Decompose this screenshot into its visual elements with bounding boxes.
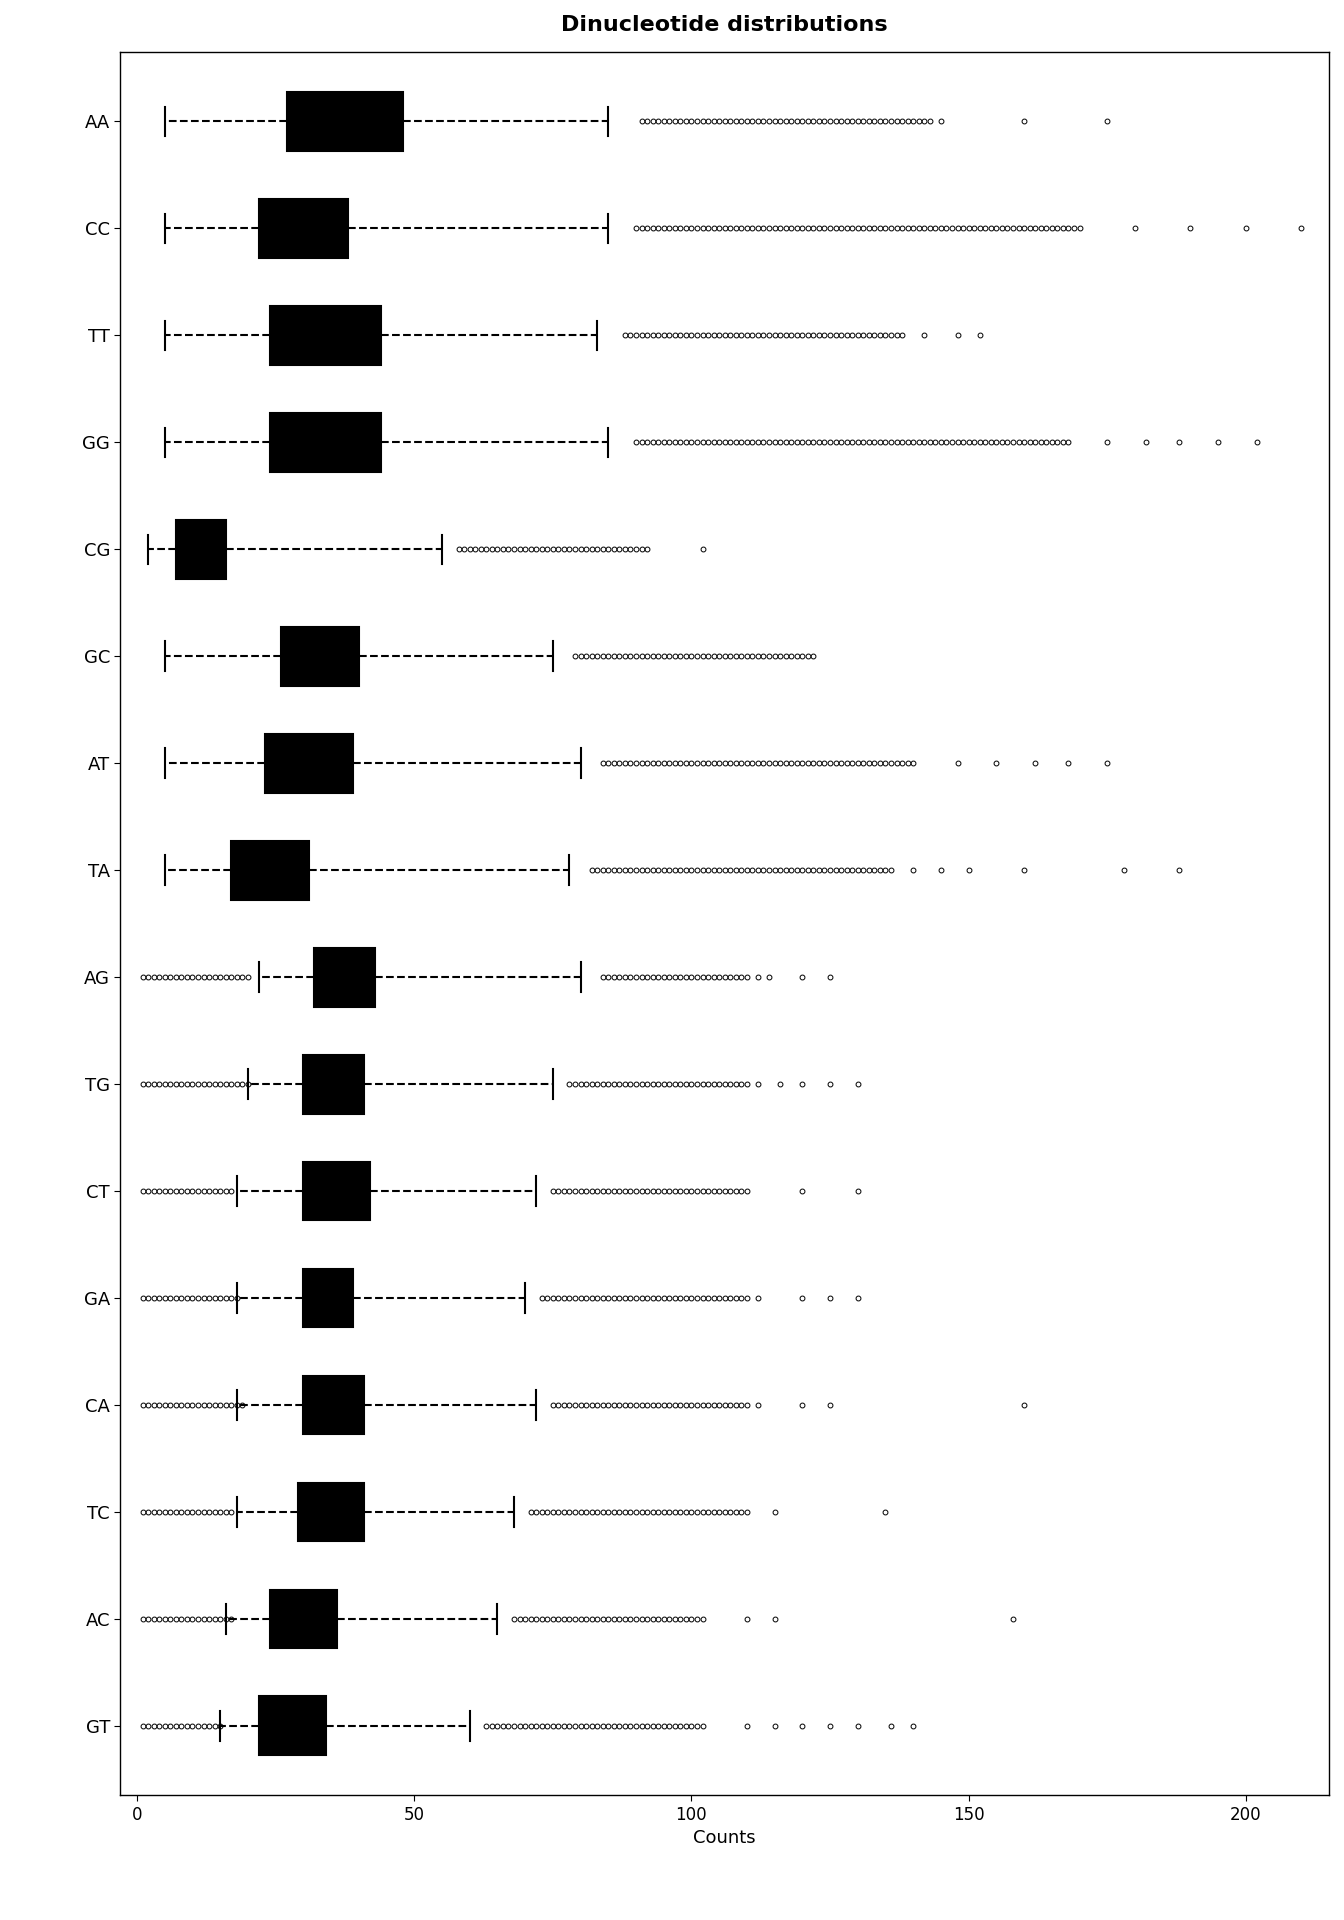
PathPatch shape — [270, 413, 380, 472]
PathPatch shape — [259, 200, 348, 257]
PathPatch shape — [304, 1375, 364, 1434]
PathPatch shape — [281, 626, 359, 685]
PathPatch shape — [298, 1482, 364, 1542]
PathPatch shape — [286, 92, 403, 152]
PathPatch shape — [265, 733, 353, 793]
PathPatch shape — [270, 305, 380, 365]
PathPatch shape — [176, 520, 226, 578]
PathPatch shape — [314, 948, 375, 1006]
PathPatch shape — [304, 1162, 370, 1221]
PathPatch shape — [270, 1590, 336, 1649]
PathPatch shape — [304, 1054, 364, 1114]
Title: Dinucleotide distributions: Dinucleotide distributions — [562, 15, 888, 35]
X-axis label: Counts: Counts — [694, 1830, 755, 1847]
PathPatch shape — [259, 1697, 325, 1755]
PathPatch shape — [231, 841, 309, 900]
PathPatch shape — [304, 1269, 353, 1327]
